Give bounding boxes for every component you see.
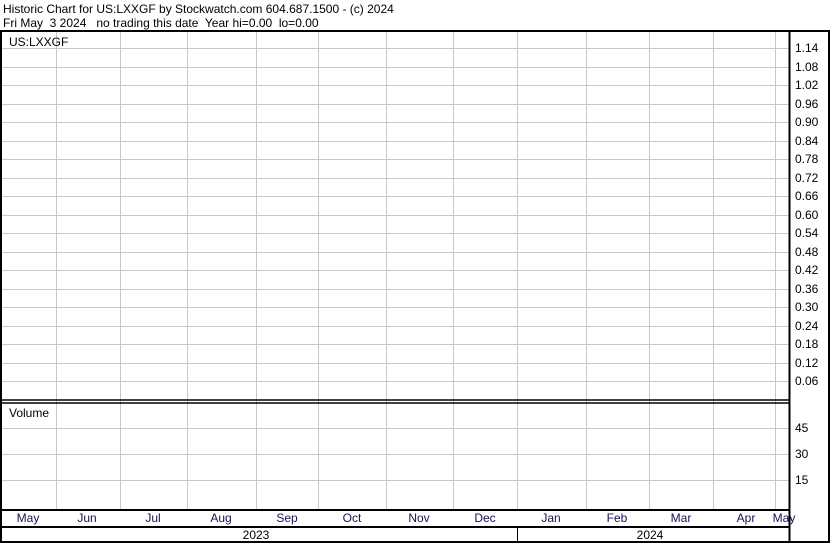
price-tick-label: 0.54 <box>795 226 819 240</box>
price-tick-label: 0.30 <box>795 300 819 314</box>
price-tick-label: 0.90 <box>795 115 819 129</box>
month-label: Oct <box>342 511 362 525</box>
price-tick-label: 0.42 <box>795 263 819 277</box>
price-tick-label: 0.12 <box>795 355 819 370</box>
price-tick-label: 1.02 <box>795 78 819 92</box>
month-label: Jan <box>541 511 561 525</box>
year-label: 2024 <box>636 528 664 542</box>
price-tick-label: 0.48 <box>795 244 819 259</box>
price-tick-label: 0.66 <box>795 189 819 203</box>
month-label: Sep <box>276 511 298 525</box>
month-label: Dec <box>474 511 496 525</box>
month-label: Nov <box>408 511 430 525</box>
volume-tick-label: 15 <box>795 473 809 487</box>
year-label: 2023 <box>242 528 270 542</box>
month-label: May <box>772 511 796 525</box>
chart-subtitle: Fri May 3 2024 no trading this date Year… <box>3 16 319 30</box>
volume-tick-label: 30 <box>795 447 809 461</box>
month-label: Jun <box>77 511 97 525</box>
month-label: Feb <box>606 511 628 525</box>
price-tick-label: 0.18 <box>795 337 819 351</box>
symbol-label: US:LXXGF <box>9 35 69 49</box>
month-label: Aug <box>210 511 232 525</box>
month-label: Apr <box>736 511 756 525</box>
price-tick-label: 0.60 <box>795 207 819 222</box>
price-tick-label: 0.78 <box>795 152 819 166</box>
volume-tick-label: 45 <box>795 421 809 435</box>
price-tick-label: 0.36 <box>795 281 819 296</box>
month-label: May <box>16 511 40 525</box>
price-tick-label: 1.08 <box>795 59 819 74</box>
price-tick-label: 0.24 <box>795 318 819 333</box>
price-tick-label: 1.14 <box>795 41 819 55</box>
chart-title: Historic Chart for US:LXXGF by Stockwatc… <box>3 2 394 16</box>
price-tick-label: 0.06 <box>795 374 819 388</box>
volume-label: Volume <box>9 406 50 420</box>
month-label: Mar <box>670 511 692 525</box>
price-tick-label: 0.84 <box>795 133 819 148</box>
month-label: Jul <box>145 511 161 525</box>
price-tick-label: 0.96 <box>795 96 819 111</box>
price-tick-label: 0.72 <box>795 170 819 185</box>
